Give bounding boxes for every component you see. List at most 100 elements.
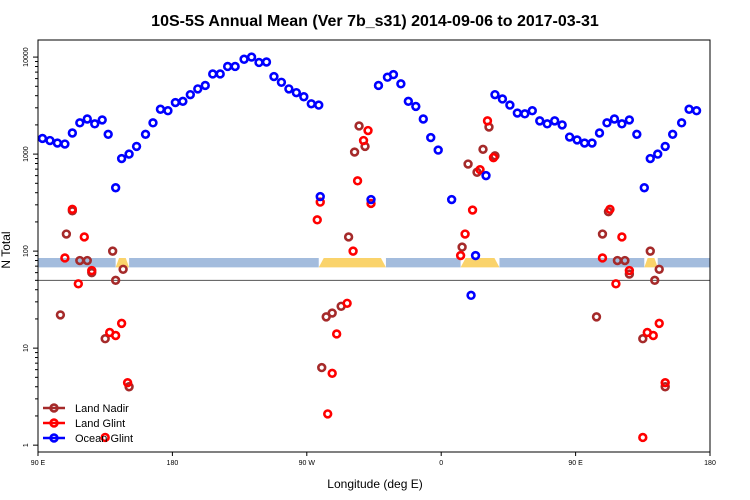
land-glint-point xyxy=(624,265,635,276)
land-glint-point xyxy=(79,232,89,242)
land-nadir-point xyxy=(354,121,364,131)
ocean-glint-point xyxy=(315,191,325,202)
land-glint-point xyxy=(460,229,470,239)
ocean-glint-point xyxy=(230,61,240,72)
ocean-glint-point xyxy=(246,52,257,62)
land-glint-point xyxy=(323,409,333,419)
land-glint-point xyxy=(122,378,133,388)
ocean-glint-point xyxy=(676,118,687,128)
ocean-glint-point xyxy=(527,106,537,116)
land-glint-point xyxy=(331,329,342,339)
ocean-glint-point xyxy=(564,132,575,142)
band-strip xyxy=(38,257,710,268)
land-nadir-point xyxy=(107,246,118,256)
land-glint-point xyxy=(358,135,369,146)
ocean-glint-point xyxy=(208,69,218,79)
x-axis: 90 E 180 90 W 0 90 E 180 xyxy=(31,452,716,467)
ocean-glint-point xyxy=(314,100,324,110)
ocean-glint-point xyxy=(609,114,620,124)
ocean-glint-point xyxy=(653,149,663,159)
ocean-glint-point xyxy=(215,69,225,79)
y-tick-label: 1 xyxy=(23,443,30,447)
land-glint-point xyxy=(488,152,499,163)
ocean-glint-point xyxy=(52,138,63,148)
legend: Land Nadir Land Glint Ocean Glint xyxy=(43,403,133,445)
ocean-glint-point xyxy=(470,250,481,261)
band-segment-yellow xyxy=(318,257,386,268)
land-glint-point xyxy=(327,368,337,379)
ocean-glint-point xyxy=(97,115,107,125)
ocean-glint-point xyxy=(632,129,642,139)
land-glint-point xyxy=(654,318,664,329)
band-segment-blue xyxy=(657,257,710,268)
land-nadir-point xyxy=(478,144,488,155)
land-glint-point xyxy=(455,250,466,261)
land-nadir-point xyxy=(110,275,121,286)
band-segment-yellow xyxy=(115,257,130,268)
ocean-glint-point xyxy=(90,119,100,129)
land-glint-point xyxy=(100,432,110,443)
ocean-glint-point xyxy=(75,118,85,128)
x-tick-label: 180 xyxy=(704,460,716,467)
x-axis-label: Longitude (deg E) xyxy=(327,477,422,491)
ocean-glint-point xyxy=(579,138,590,148)
ocean-glint-point xyxy=(617,119,627,129)
ocean-glint-point xyxy=(200,80,210,91)
land-nadir-point xyxy=(343,232,354,242)
chart-title: 10S-5S Annual Mean (Ver 7b_s31) 2014-09-… xyxy=(151,13,599,30)
ocean-glint-point xyxy=(299,92,309,102)
ocean-glint-point xyxy=(403,96,414,107)
land-glint-point xyxy=(475,165,485,175)
land-glint-point xyxy=(617,232,627,242)
band-segment-blue xyxy=(499,257,645,268)
land-nadir-point xyxy=(597,229,608,239)
ocean-glint-point xyxy=(178,96,188,107)
ocean-glint-point xyxy=(481,170,491,181)
ocean-glint-point xyxy=(691,106,702,116)
land-glint-point xyxy=(363,125,373,136)
y-tick-label: 100 xyxy=(23,245,30,257)
ocean-glint-point xyxy=(131,141,142,152)
ocean-glint-point xyxy=(411,101,421,112)
land-nadir-point xyxy=(660,382,670,392)
land-nadir-point xyxy=(650,275,660,286)
ocean-glint-point xyxy=(542,119,552,129)
band-segment-blue xyxy=(385,257,461,268)
ocean-glint-point xyxy=(645,153,655,164)
ocean-glint-point xyxy=(366,194,376,205)
ocean-glint-point xyxy=(60,139,70,149)
ocean-glint-point xyxy=(549,116,560,126)
land-nadir-point xyxy=(327,308,337,318)
ocean-glint-point xyxy=(124,149,134,159)
ocean-glint-point xyxy=(572,135,582,145)
ocean-glint-point xyxy=(396,79,406,89)
land-glint-point xyxy=(110,330,121,341)
ocean-glint-point xyxy=(103,129,113,139)
ocean-glint-point xyxy=(490,89,500,100)
ocean-glint-point xyxy=(602,118,612,128)
ocean-glint-point xyxy=(520,109,530,119)
land-glint-point xyxy=(467,205,478,215)
ocean-glint-point xyxy=(587,138,597,148)
land-nadir-point xyxy=(61,229,72,239)
ocean-glint-point xyxy=(45,135,55,146)
ocean-glint-point xyxy=(512,108,523,118)
land-nadir-point xyxy=(638,334,648,344)
land-glint-point xyxy=(611,279,621,289)
land-nadir-point xyxy=(100,334,110,344)
ocean-glint-point xyxy=(148,118,158,128)
ocean-glint-point xyxy=(497,94,508,104)
ocean-glint-point xyxy=(426,132,436,143)
land-nadir-point xyxy=(349,147,360,157)
band-segment-yellow xyxy=(460,257,500,268)
ocean-glint-point xyxy=(67,128,78,138)
ocean-glint-point xyxy=(291,87,302,98)
land-glint-point xyxy=(366,198,376,209)
y-tick-label: 10000 xyxy=(23,47,30,67)
land-nadir-point xyxy=(118,264,128,274)
band-segment-yellow xyxy=(644,257,658,268)
ocean-glint-point xyxy=(239,54,249,64)
legend-marker-ocean-glint xyxy=(49,433,59,443)
ocean-glint-point xyxy=(433,145,443,155)
ocean-glint-point xyxy=(639,183,649,193)
